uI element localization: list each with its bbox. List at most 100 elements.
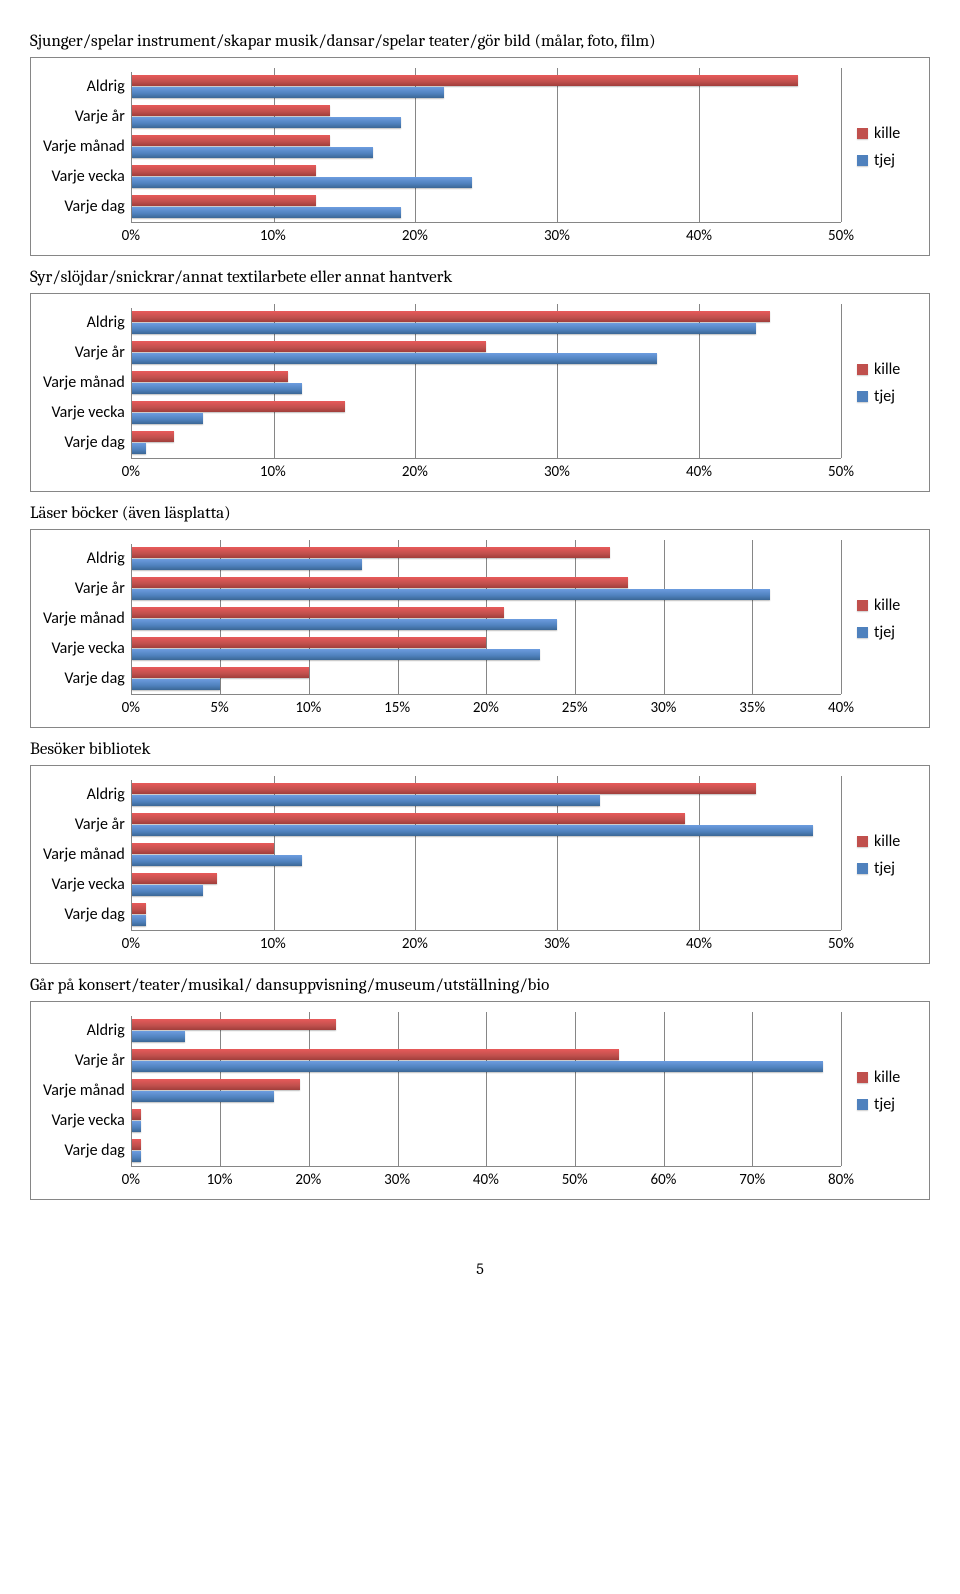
x-axis-tick: 10%: [260, 227, 286, 245]
category-row: [132, 810, 841, 840]
legend: killetjej: [841, 544, 917, 694]
legend-label: tjej: [874, 859, 895, 878]
x-axis-tick: 20%: [402, 227, 428, 245]
x-axis-ticks: 0%10%20%30%40%50%60%70%80%: [131, 1167, 841, 1189]
bar-tjej: [132, 589, 770, 600]
y-axis-label: Aldrig: [43, 544, 125, 574]
x-axis-tick: 20%: [295, 1171, 321, 1189]
x-axis-tick: 5%: [210, 699, 228, 717]
category-row: [132, 1016, 841, 1046]
x-axis-tick: 10%: [260, 935, 286, 953]
category-row: [132, 900, 841, 930]
legend-label: kille: [874, 596, 900, 615]
category-row: [132, 132, 841, 162]
bar-kille: [132, 75, 799, 86]
legend-swatch-icon: [857, 863, 868, 874]
category-row: [132, 840, 841, 870]
bar-tjej: [132, 117, 402, 128]
x-axis-tick: 50%: [828, 227, 854, 245]
bar-kille: [132, 135, 331, 146]
legend: killetjej: [841, 1016, 917, 1166]
y-axis-label: Varje år: [43, 810, 125, 840]
legend-swatch-icon: [857, 600, 868, 611]
legend-swatch-icon: [857, 1099, 868, 1110]
legend-swatch-icon: [857, 627, 868, 638]
y-axis-label: Varje vecka: [43, 1106, 125, 1136]
legend-label: tjej: [874, 387, 895, 406]
category-row: [132, 368, 841, 398]
bar-tjej: [132, 353, 657, 364]
category-row: [132, 574, 841, 604]
y-axis-label: Varje månad: [43, 840, 125, 870]
bar-tjej: [132, 413, 203, 424]
chart-frame: AldrigVarje årVarje månadVarje veckaVarj…: [30, 1001, 930, 1200]
category-row: [132, 192, 841, 222]
bar-tjej: [132, 383, 302, 394]
chart-title: Besöker bibliotek: [30, 740, 930, 759]
bar-kille: [132, 371, 288, 382]
bar-kille: [132, 1139, 141, 1150]
y-axis-label: Aldrig: [43, 1016, 125, 1046]
y-axis-label: Aldrig: [43, 308, 125, 338]
y-axis-label: Varje år: [43, 574, 125, 604]
y-axis-label: Varje vecka: [43, 634, 125, 664]
y-axis-label: Varje vecka: [43, 870, 125, 900]
bar-kille: [132, 165, 316, 176]
bar-tjej: [132, 1031, 185, 1042]
category-row: [132, 634, 841, 664]
legend-label: kille: [874, 124, 900, 143]
bar-tjej: [132, 795, 600, 806]
x-axis-tick: 40%: [686, 935, 712, 953]
legend-item-tjej: tjej: [857, 859, 917, 878]
legend-item-kille: kille: [857, 124, 917, 143]
legend: kille tjej: [841, 780, 917, 930]
x-axis-ticks: 0%10%20%30%40%50%: [131, 459, 841, 481]
bar-tjej: [132, 177, 472, 188]
bar-tjej: [132, 1121, 141, 1132]
bar-kille: [132, 873, 217, 884]
chart-title: Syr/slöjdar/snickrar/annat textilarbete …: [30, 268, 930, 287]
page-number: 5: [30, 1260, 930, 1278]
bar-tjej: [132, 147, 373, 158]
bar-kille: [132, 783, 756, 794]
x-axis-tick: 50%: [828, 935, 854, 953]
y-axis-label: Aldrig: [43, 72, 125, 102]
x-axis-ticks: 0%10%20%30%40%50%: [131, 931, 841, 953]
x-axis-ticks: 0%10%20%30%40%50%: [131, 223, 841, 245]
legend-item-kille: kille: [857, 360, 917, 379]
x-axis-tick: 40%: [686, 227, 712, 245]
bar-kille: [132, 637, 487, 648]
y-axis-label: Varje dag: [43, 900, 125, 930]
category-row: [132, 338, 841, 368]
gridline: [841, 304, 842, 458]
chart-frame: AldrigVarje årVarje månadVarje veckaVarj…: [30, 529, 930, 728]
y-axis-label: Varje dag: [43, 428, 125, 458]
legend-label: tjej: [874, 151, 895, 170]
x-axis-tick: 0%: [122, 1171, 140, 1189]
legend-item-kille: kille: [857, 832, 917, 851]
bar-tjej: [132, 885, 203, 896]
x-axis-tick: 10%: [295, 699, 321, 717]
bar-kille: [132, 813, 685, 824]
bar-kille: [132, 903, 146, 914]
x-axis-tick: 25%: [562, 699, 588, 717]
charts-container: Sjunger/spelar instrument/skapar musik/d…: [30, 32, 930, 1200]
y-axis-label: Varje dag: [43, 192, 125, 222]
y-axis-labels: AldrigVarje årVarje månadVarje veckaVarj…: [43, 544, 131, 694]
bar-kille: [132, 105, 331, 116]
legend-swatch-icon: [857, 391, 868, 402]
x-axis-tick: 40%: [828, 699, 854, 717]
x-axis-tick: 15%: [384, 699, 410, 717]
x-axis-tick: 0%: [122, 227, 140, 245]
category-row: [132, 664, 841, 694]
chart-title: Går på konsert/teater/musikal/ dansuppvi…: [30, 976, 930, 995]
y-axis-label: Varje månad: [43, 368, 125, 398]
y-axis-label: Varje år: [43, 338, 125, 368]
category-row: [132, 72, 841, 102]
legend-swatch-icon: [857, 836, 868, 847]
bar-kille: [132, 401, 345, 412]
bar-tjej: [132, 443, 146, 454]
x-axis-tick: 30%: [384, 1171, 410, 1189]
category-row: [132, 1076, 841, 1106]
y-axis-label: Varje dag: [43, 1136, 125, 1166]
